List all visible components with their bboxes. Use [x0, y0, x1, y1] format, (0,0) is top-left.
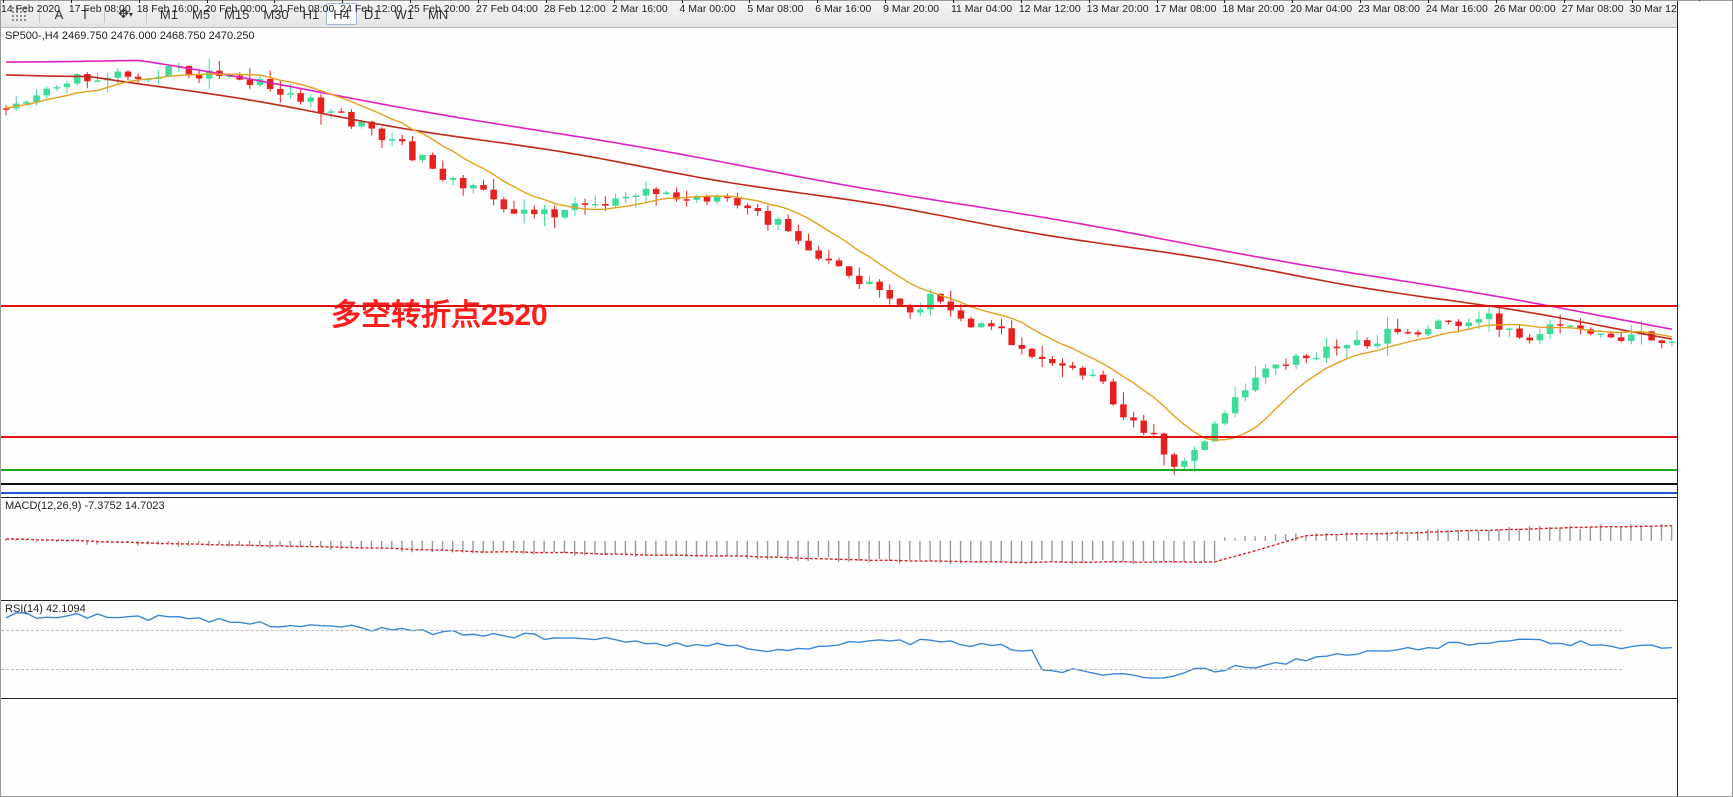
date-axis-corner — [1677, 1, 1732, 796]
date-axis-tick: 2 Mar 16:00 — [612, 3, 668, 15]
rsi-guide-line-70 — [1, 630, 1622, 631]
date-axis-tick: 9 Mar 20:00 — [883, 3, 939, 15]
date-axis-tick: 28 Feb 12:00 — [544, 3, 606, 15]
rsi-plot-area[interactable] — [1, 601, 1677, 698]
date-axis-tick: 24 Feb 12:00 — [340, 3, 402, 15]
trading-chart-window: A T ✥ ▾ M1 M5 M15 M30 H1 H4 D1 W1 MN SP500-,H4 24… — [0, 0, 1733, 797]
date-axis-tick: 4 Mar 00:00 — [680, 3, 736, 15]
date-axis-tick: 12 Mar 12:00 — [1019, 3, 1081, 15]
date-axis-tick: 18 Mar 20:00 — [1222, 3, 1284, 15]
date-axis-tick: 20 Mar 04:00 — [1290, 3, 1352, 15]
date-axis-tick: 17 Mar 08:00 — [1155, 3, 1217, 15]
date-axis-tick: 17 Feb 08:00 — [69, 3, 131, 15]
date-axis-tick: 26 Mar 00:00 — [1494, 3, 1556, 15]
date-axis-tick: 27 Feb 04:00 — [476, 3, 538, 15]
support-resistance-annotation: 多空转折点2520 — [331, 290, 548, 334]
rsi-label: RSI(14) 42.1094 — [5, 603, 86, 615]
date-axis-tick: 11 Mar 04:00 — [951, 3, 1012, 15]
macd-indicator-pane[interactable]: MACD(12,26,9) -7.3752 14.7023 66.01170.0… — [1, 498, 1732, 601]
date-axis-tick: 18 Feb 16:00 — [137, 3, 199, 15]
date-axis-tick: 5 Mar 08:00 — [747, 3, 803, 15]
symbol-ohlc-label: SP500-,H4 2469.750 2476.000 2468.750 247… — [5, 30, 255, 42]
price-level-line-2520.000[interactable] — [1, 469, 1677, 471]
macd-plot-area[interactable] — [1, 498, 1677, 600]
rsi-guide-line-30 — [1, 669, 1622, 670]
date-axis-tick: 6 Mar 16:00 — [815, 3, 871, 15]
price-level-line-2630.000[interactable] — [1, 436, 1677, 438]
price-level-line-2435.000[interactable] — [1, 492, 1677, 494]
date-axis-tick: 13 Mar 20:00 — [1087, 3, 1149, 15]
date-axis-tick: 20 Feb 00:00 — [205, 3, 267, 15]
macd-label: MACD(12,26,9) -7.3752 14.7023 — [5, 500, 165, 512]
date-axis-tick: 24 Mar 16:00 — [1426, 3, 1488, 15]
price-chart-pane[interactable]: SP500-,H4 2469.750 2476.000 2468.750 247… — [1, 28, 1732, 498]
date-axis-tick: 25 Feb 20:00 — [408, 3, 470, 15]
price-level-line-2470.250[interactable] — [1, 483, 1677, 485]
date-axis-tick: 27 Mar 08:00 — [1562, 3, 1624, 15]
date-axis-tick: 14 Feb 2020 — [1, 3, 60, 15]
price-level-line-2870.000[interactable] — [1, 305, 1677, 307]
rsi-indicator-pane[interactable]: RSI(14) 42.1094 10070300 — [1, 601, 1732, 699]
price-plot-area[interactable]: 多空转折点2520 — [1, 28, 1677, 497]
date-axis-tick: 21 Feb 08:00 — [272, 3, 334, 15]
date-axis-tick: 23 Mar 08:00 — [1358, 3, 1420, 15]
